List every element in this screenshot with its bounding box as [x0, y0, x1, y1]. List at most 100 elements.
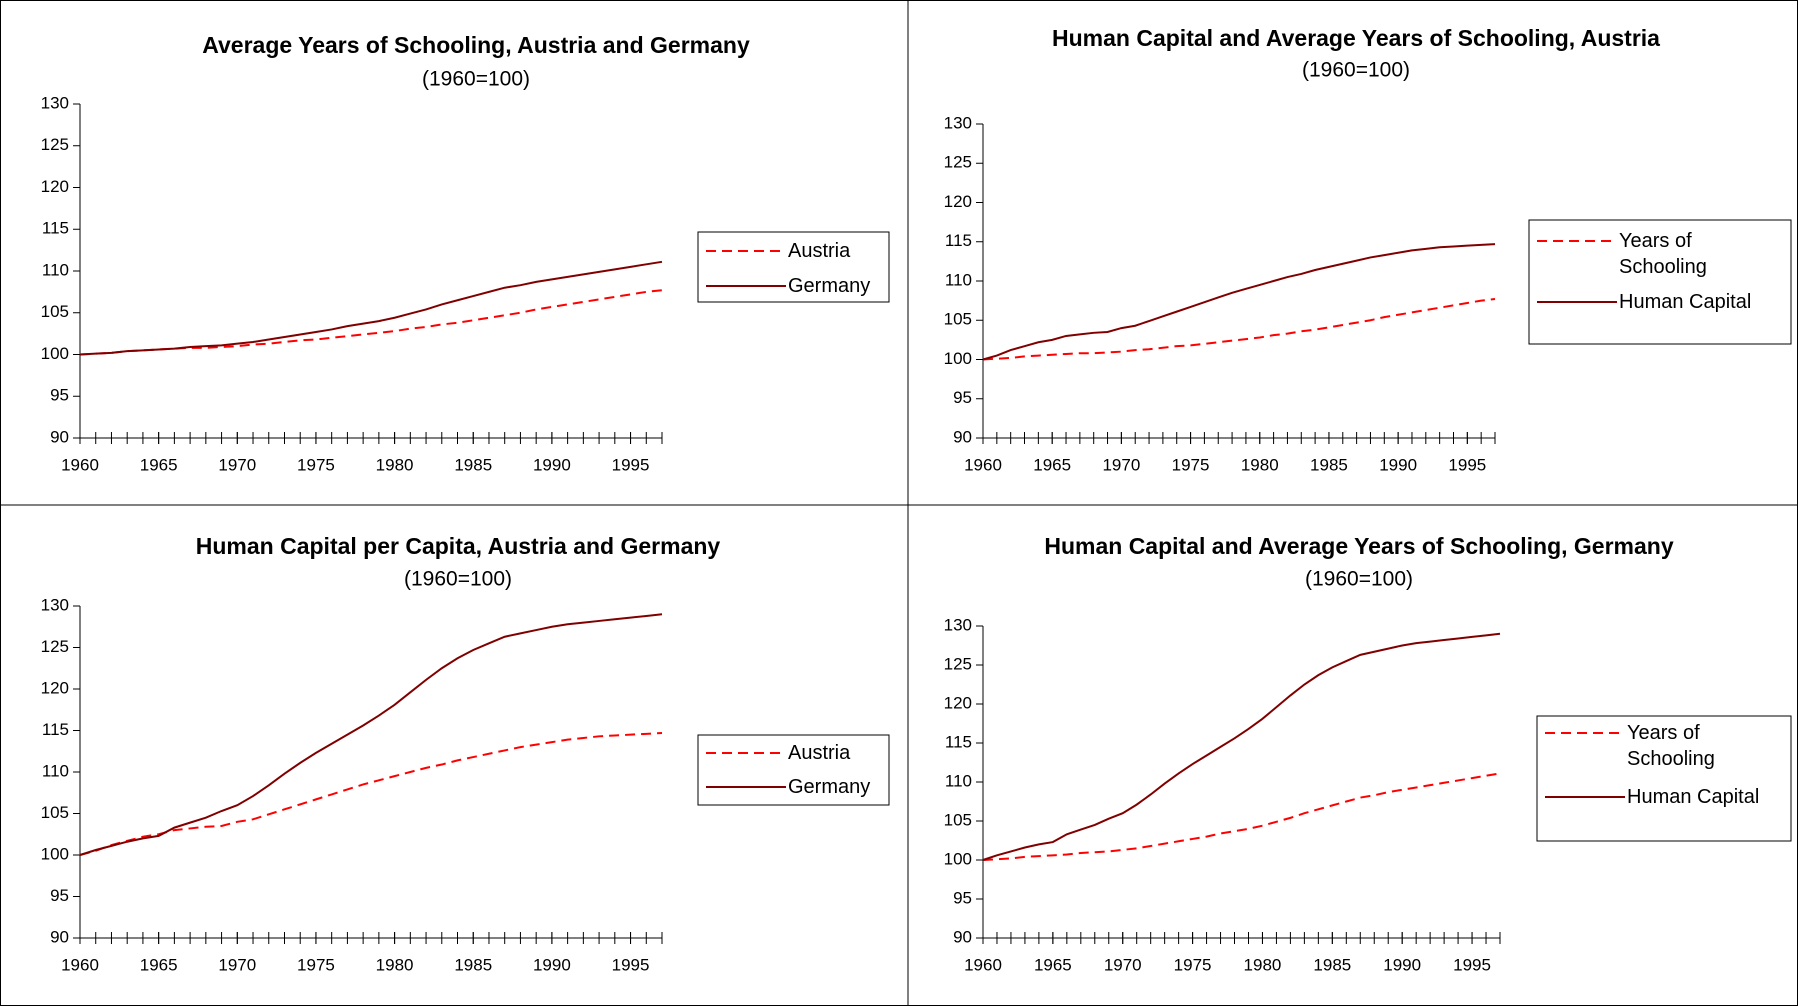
y-tick-label: 125	[41, 135, 69, 154]
y-tick-label: 115	[42, 219, 69, 238]
y-tick-label: 100	[944, 849, 972, 868]
legend-label-box: Austria	[788, 742, 851, 764]
x-tick-label: 1995	[612, 455, 650, 474]
y-tick-label: 100	[944, 349, 972, 368]
y-tick-label: 90	[50, 927, 69, 946]
legend-box	[1536, 715, 1792, 842]
series-line	[982, 772, 1501, 861]
legend-label: Years of Schooling	[1627, 722, 1715, 770]
series-line	[982, 632, 1501, 861]
y-tick-label: 125	[944, 153, 972, 172]
y-tick-label: 90	[953, 427, 972, 446]
x-tick-label: 1975	[297, 455, 335, 474]
chart-title: Human Capital per Capita, Austria and Ge…	[196, 533, 721, 559]
y-tick-label: 130	[944, 113, 972, 132]
y-tick-label: 110	[42, 260, 69, 279]
x-tick-label: 1970	[218, 455, 256, 474]
y-tick-label: 120	[944, 192, 972, 211]
legend-box	[697, 734, 890, 806]
x-tick-label: 1985	[454, 455, 492, 474]
x-tick-label: 1990	[533, 455, 571, 474]
x-tick-label: 1960	[964, 455, 1002, 474]
legend-label-box: Germany	[788, 275, 871, 297]
legend-box	[697, 231, 890, 303]
x-tick-label: 1985	[454, 955, 492, 974]
chart-subtitle: (1960=100)	[1305, 568, 1413, 591]
y-tick-label: 125	[944, 654, 972, 673]
y-tick-label: 110	[945, 771, 972, 790]
x-tick-label: 1965	[140, 955, 178, 974]
y-tick-label: 95	[50, 386, 69, 405]
legend-label-box: Human Capital	[1619, 291, 1752, 313]
x-tick-label: 1965	[1034, 955, 1072, 974]
legend-label-box: Austria	[788, 240, 851, 262]
legend-label-box: Years of Schooling	[1627, 722, 1715, 770]
series-line	[982, 243, 1496, 361]
y-tick-label: 95	[953, 888, 972, 907]
y-tick-label: 125	[41, 637, 69, 656]
legend-label: Austria	[788, 240, 851, 262]
x-tick-label: 1965	[1033, 455, 1071, 474]
x-tick-label: 1970	[218, 955, 256, 974]
legend-label: Germany	[788, 776, 871, 798]
y-tick-label: 115	[945, 732, 972, 751]
chart-subtitle: (1960=100)	[1302, 59, 1410, 82]
x-tick-label: 1995	[1453, 955, 1491, 974]
x-tick-label: 1985	[1313, 955, 1351, 974]
y-tick-label: 130	[41, 595, 69, 614]
x-tick-label: 1975	[1174, 955, 1212, 974]
y-tick-label: 120	[944, 693, 972, 712]
legend-label-box: Germany	[788, 776, 871, 798]
y-tick-label: 115	[42, 720, 69, 739]
legend-label: Human Capital	[1619, 291, 1752, 313]
x-tick-label: 1980	[1244, 955, 1282, 974]
chart-title: Human Capital and Average Years of Schoo…	[1044, 533, 1673, 559]
series-line	[79, 260, 663, 356]
series-line	[79, 613, 663, 856]
legend-label-box: Years of Schooling	[1619, 230, 1707, 278]
legend-label: Austria	[788, 742, 851, 764]
y-tick-label: 120	[41, 678, 69, 697]
y-tick-label: 115	[945, 231, 972, 250]
chart-subtitle: (1960=100)	[422, 68, 530, 91]
x-tick-label: 1985	[1310, 455, 1348, 474]
y-tick-label: 130	[944, 615, 972, 634]
x-tick-label: 1990	[533, 955, 571, 974]
x-tick-label: 1990	[1379, 455, 1417, 474]
y-tick-label: 95	[953, 388, 972, 407]
legend-label: Years of Schooling	[1619, 230, 1707, 278]
legend-label-box: Human Capital	[1627, 786, 1760, 808]
x-tick-label: 1995	[612, 955, 650, 974]
y-tick-label: 100	[41, 844, 69, 863]
y-tick-label: 105	[41, 302, 69, 321]
series-line	[79, 731, 663, 856]
series-line	[982, 298, 1496, 361]
chart-subtitle: (1960=100)	[404, 568, 512, 591]
y-tick-label: 105	[41, 803, 69, 822]
x-tick-label: 1975	[1172, 455, 1210, 474]
y-tick-label: 110	[945, 270, 972, 289]
y-tick-label: 105	[944, 810, 972, 829]
x-tick-label: 1980	[376, 955, 414, 974]
chart-title: Human Capital and Average Years of Schoo…	[1052, 25, 1660, 51]
legend-label: Human Capital	[1627, 786, 1760, 808]
legend-label: Germany	[788, 275, 871, 297]
y-tick-label: 105	[944, 310, 972, 329]
x-tick-label: 1975	[297, 955, 335, 974]
y-tick-label: 95	[50, 886, 69, 905]
x-tick-label: 1965	[140, 455, 178, 474]
chart-title: Average Years of Schooling, Austria and …	[202, 32, 750, 58]
x-tick-label: 1970	[1102, 455, 1140, 474]
y-tick-label: 130	[41, 93, 69, 112]
x-tick-label: 1960	[61, 955, 99, 974]
y-tick-label: 90	[50, 427, 69, 446]
x-tick-label: 1960	[964, 955, 1002, 974]
x-tick-label: 1995	[1448, 455, 1486, 474]
y-tick-label: 100	[41, 344, 69, 363]
x-tick-label: 1990	[1383, 955, 1421, 974]
x-tick-label: 1960	[61, 455, 99, 474]
y-tick-label: 90	[953, 927, 972, 946]
x-tick-label: 1980	[376, 455, 414, 474]
